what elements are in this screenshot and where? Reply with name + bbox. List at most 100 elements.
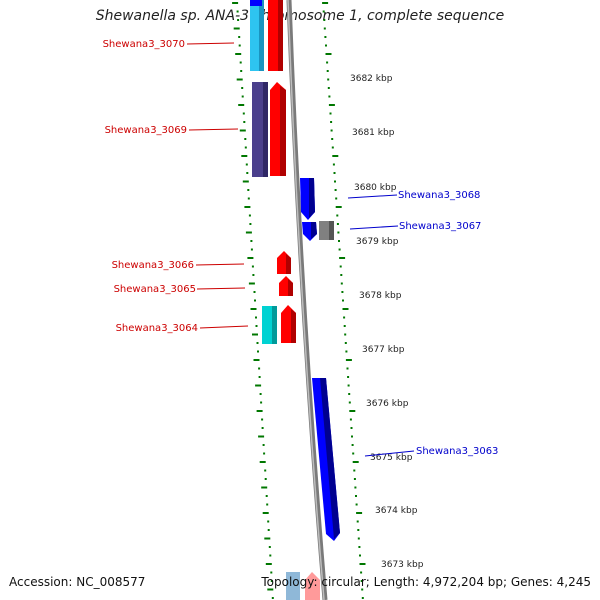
- guide-tick: [348, 393, 351, 395]
- guide-tick: [258, 435, 265, 438]
- kbp-label: 3673 kbp: [381, 560, 424, 570]
- guide-tick: [333, 172, 336, 174]
- guide-tick: [260, 401, 263, 404]
- guide-tick: [263, 452, 266, 455]
- guide-tick: [352, 461, 359, 463]
- kbp-label: 3675 kbp: [370, 453, 413, 463]
- guide-tick: [354, 486, 357, 489]
- guide-tick: [243, 121, 246, 123]
- guide-tick: [330, 121, 333, 123]
- guide-tick: [236, 78, 243, 81]
- guide-tick: [349, 410, 356, 412]
- cds-block-3067-shade: [329, 221, 334, 240]
- guide-tick: [332, 155, 339, 157]
- gene-label-3066[interactable]: Shewana3_3066: [112, 260, 194, 271]
- guide-tick: [242, 112, 245, 115]
- guide-tick: [355, 503, 358, 506]
- guide-tick: [332, 163, 335, 166]
- guide-tick: [344, 333, 347, 336]
- guide-tick: [267, 520, 270, 523]
- guide-tick: [345, 359, 352, 361]
- guide-tick: [271, 597, 274, 599]
- gene-track-reverse: [250, 0, 340, 541]
- kbp-label: 3681 kbp: [352, 128, 395, 138]
- guide-tick: [356, 512, 363, 514]
- guide-tick: [245, 163, 248, 166]
- gene-label-3070[interactable]: Shewana3_3070: [103, 39, 185, 50]
- guide-tick: [337, 231, 340, 234]
- guide-tick: [327, 87, 330, 89]
- guide-tick: [241, 87, 244, 89]
- gene-label-3063[interactable]: Shewana3_3063: [416, 446, 498, 457]
- guide-tick: [265, 495, 268, 497]
- guide-tick: [261, 418, 264, 421]
- guide-tick: [248, 214, 251, 217]
- guide-tick: [323, 27, 326, 30]
- guide-tick: [255, 325, 258, 327]
- kbp-label: 3678 kbp: [359, 291, 402, 301]
- guide-tick: [240, 70, 243, 72]
- guide-tick: [247, 189, 250, 191]
- guide-tick: [238, 36, 241, 38]
- kbp-label: 3680 kbp: [354, 183, 397, 193]
- accession-text: Accession: NC_008577: [9, 575, 146, 589]
- guide-tick: [342, 299, 344, 302]
- guide-tick: [255, 316, 257, 319]
- guide-tick: [262, 444, 265, 446]
- gene-label-3069[interactable]: Shewana3_3069: [105, 125, 187, 136]
- kbp-label: 3682 kbp: [350, 74, 393, 84]
- guide-tick: [351, 444, 354, 446]
- guide-tick: [238, 104, 245, 106]
- guide-tick: [253, 291, 256, 293]
- gene-label-3067[interactable]: Shewana3_3067: [399, 221, 481, 232]
- gene-label-3064[interactable]: Shewana3_3064: [116, 323, 198, 334]
- guide-tick: [256, 342, 259, 344]
- guide-tick: [357, 537, 360, 540]
- guide-tick: [336, 214, 339, 217]
- guide-tick: [339, 265, 342, 268]
- cds-block-bottom: [286, 572, 300, 600]
- guide-tick: [247, 197, 250, 200]
- guide-tick: [244, 138, 247, 140]
- guide-tick: [258, 367, 261, 370]
- guide-tick: [261, 427, 264, 429]
- guide-tick: [267, 588, 274, 591]
- guide-tick: [255, 384, 262, 387]
- guide-tick: [259, 393, 262, 395]
- guide-tick: [359, 554, 361, 557]
- gene-arrow-3064-shade: [291, 309, 296, 343]
- guide-tick: [325, 53, 332, 55]
- guide-tick: [328, 104, 335, 106]
- gene-label-3068[interactable]: Shewana3_3068: [398, 190, 480, 201]
- guide-tick: [322, 2, 329, 4]
- guide-tick: [331, 138, 334, 140]
- guide-tick: [247, 257, 254, 259]
- gene-block-top: [250, 0, 262, 6]
- guide-tick: [256, 410, 263, 412]
- guide-tick: [245, 231, 252, 234]
- cds-block-3069-shade: [263, 82, 268, 177]
- guide-tick: [356, 520, 359, 523]
- guide-tick: [233, 27, 240, 30]
- guide-tick: [323, 19, 326, 21]
- guide-tick: [269, 554, 272, 557]
- guide-tick: [330, 129, 333, 132]
- guide-tick: [249, 223, 252, 225]
- guide-tick: [341, 291, 344, 293]
- gene-label-3065[interactable]: Shewana3_3065: [114, 284, 196, 295]
- guide-tick: [335, 197, 338, 200]
- guide-tick: [325, 44, 327, 47]
- guide-tick: [236, 10, 239, 13]
- guide-tick: [326, 61, 329, 64]
- guide-tick: [268, 546, 271, 548]
- leader-3067: [349, 225, 399, 230]
- guide-tick: [242, 180, 249, 183]
- guide-tick: [360, 580, 363, 582]
- kbp-label: 3674 kbp: [375, 506, 418, 516]
- guide-tick: [264, 478, 267, 480]
- guide-tick: [250, 308, 257, 310]
- label-leaders: [186, 42, 415, 457]
- guide-tick: [267, 529, 270, 531]
- guide-tick: [265, 563, 272, 565]
- guide-tick: [355, 495, 357, 497]
